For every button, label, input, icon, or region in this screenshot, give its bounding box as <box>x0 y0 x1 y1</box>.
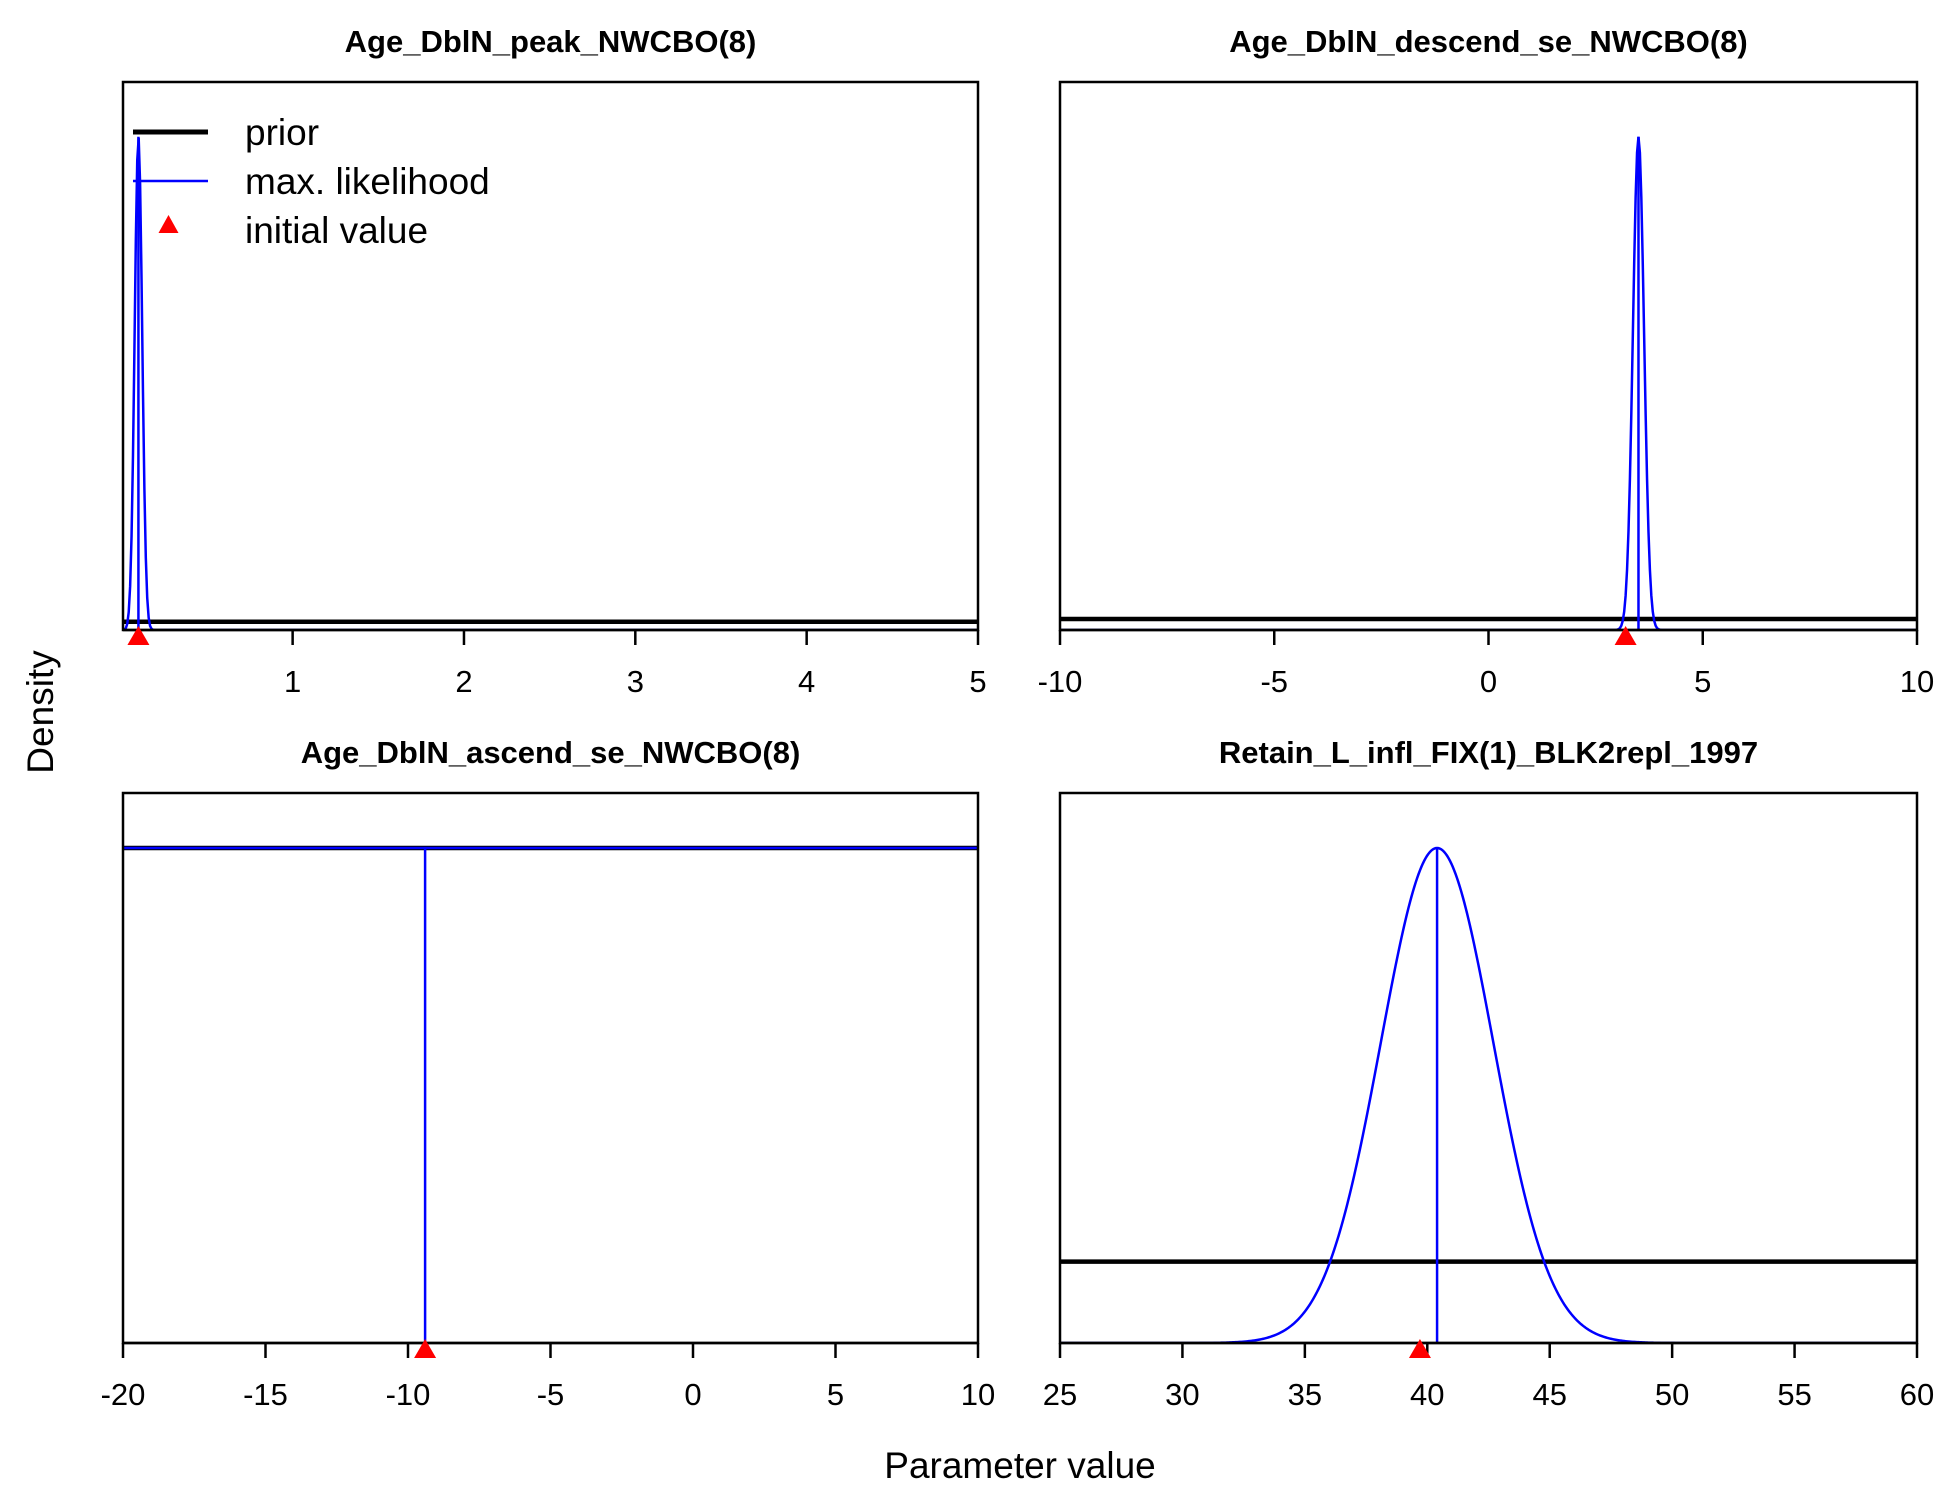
x-tick-label: 2 <box>455 664 472 699</box>
panel-title: Age_DblN_peak_NWCBO(8) <box>345 24 757 59</box>
plot-area <box>1060 846 1917 1343</box>
x-tick-label: 25 <box>1043 1377 1077 1412</box>
panels: Age_DblN_peak_NWCBO(8)1 2 3 4 5Age_DblN_desc… <box>101 24 1935 1412</box>
plot-frame <box>121 791 980 1345</box>
legend-label: initial value <box>245 210 428 251</box>
initial-value-marker <box>1614 626 1637 645</box>
mle-curve <box>1060 136 1917 630</box>
plot-area <box>1060 136 1917 630</box>
legend-item-max-likelihood: max. likelihood <box>133 161 490 202</box>
x-tick-label: -20 <box>101 1377 146 1412</box>
x-tick-label: 45 <box>1532 1377 1566 1412</box>
legend-item-prior: prior <box>133 112 319 153</box>
x-tick-label: 1 <box>284 664 301 699</box>
x-tick-label: 0 <box>1480 664 1497 699</box>
x-tick-label: -5 <box>1260 664 1288 699</box>
x-tick-label: 50 <box>1655 1377 1689 1412</box>
x-tick-label: -10 <box>1038 664 1083 699</box>
legend-item-initial-value: initial value <box>158 210 428 251</box>
x-tick-label: 30 <box>1165 1377 1199 1412</box>
x-tick-label: 5 <box>969 664 986 699</box>
initial-value-marker <box>414 1339 437 1358</box>
x-tick-label: 5 <box>827 1377 844 1412</box>
legend-label: prior <box>245 112 319 153</box>
panel-title: Retain_L_infl_FIX(1)_BLK2repl_1997 <box>1219 735 1758 770</box>
panel-3: Age_DblN_ascend_se_NWCBO(8) -20 -15 -10 -5 0 5… <box>101 735 996 1412</box>
x-tick-label: 10 <box>1900 664 1934 699</box>
legend-label: max. likelihood <box>245 161 490 202</box>
x-tick-label: 5 <box>1694 664 1711 699</box>
panel-title: Age_DblN_ascend_se_NWCBO(8) <box>301 735 801 770</box>
x-axis-title: Parameter value <box>884 1445 1155 1486</box>
panel-2: Age_DblN_descend_se_NWCBO(8) -10 -5 0 5 10 <box>1038 24 1935 699</box>
panel-1: Age_DblN_peak_NWCBO(8) 1 2 3 4 5 <box>121 24 987 699</box>
x-tick-label: -15 <box>243 1377 288 1412</box>
initial-value-marker <box>127 626 150 645</box>
panel-4: Retain_L_infl_FIX(1)_BLK2repl_1997 25 30 35… <box>1043 735 1934 1412</box>
x-tick-label: 10 <box>961 1377 995 1412</box>
x-tick-label: 35 <box>1288 1377 1322 1412</box>
x-tick-label: 55 <box>1777 1377 1811 1412</box>
y-axis-title: Density <box>20 650 61 774</box>
mle-curve <box>1060 846 1917 1343</box>
plot-area <box>123 845 978 1343</box>
panel-title: Age_DblN_descend_se_NWCBO(8) <box>1229 24 1748 59</box>
x-tick-label: 0 <box>684 1377 701 1412</box>
x-tick-label: -5 <box>537 1377 565 1412</box>
x-tick-label: 60 <box>1900 1377 1934 1412</box>
initial-value-marker <box>1408 1339 1431 1358</box>
plot-frame <box>1058 80 1919 632</box>
legend-swatch <box>158 215 179 233</box>
x-tick-label: 40 <box>1410 1377 1444 1412</box>
x-tick-label: -10 <box>386 1377 431 1412</box>
x-tick-label: 3 <box>627 664 644 699</box>
legend: prior max. likelihood initial value <box>133 112 490 251</box>
plot-area <box>123 136 978 630</box>
x-tick-label: 4 <box>798 664 815 699</box>
